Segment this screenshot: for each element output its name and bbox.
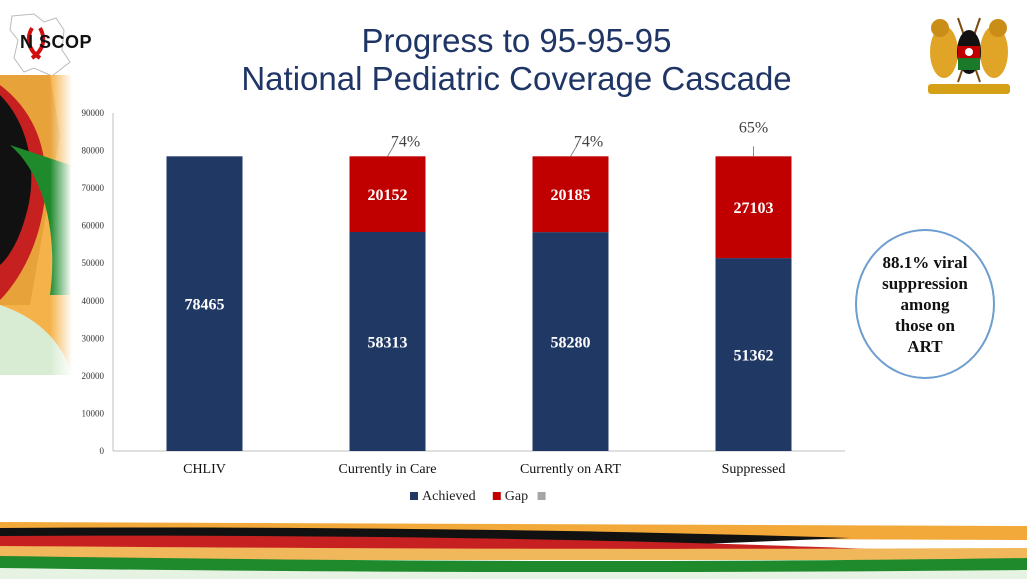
legend-label: Achieved — [422, 489, 476, 504]
viral-suppression-callout: 88.1% viral suppression among those on A… — [855, 229, 995, 379]
callout-line-2: suppression — [882, 273, 968, 293]
bar-achieved — [715, 258, 792, 451]
logo-text: N SCOP — [20, 32, 93, 52]
percent-annotation: 65% — [739, 119, 768, 136]
bar-gap — [715, 156, 792, 259]
bar-gap — [532, 156, 609, 233]
page-title: Progress to 95-95-95 National Pediatric … — [200, 22, 833, 98]
y-tick-label: 0 — [100, 446, 105, 456]
title-line-2: National Pediatric Coverage Cascade — [241, 60, 792, 97]
y-tick-label: 60000 — [82, 221, 105, 231]
x-tick-label: CHLIV — [183, 462, 226, 477]
y-tick-label: 40000 — [82, 296, 105, 306]
percent-annotation: 74% — [574, 133, 603, 150]
data-label-achieved: 58280 — [551, 335, 591, 352]
bar-achieved — [349, 232, 426, 451]
callout-line-4: those on — [895, 315, 955, 335]
data-label-gap: 27103 — [734, 200, 774, 217]
annotation-leader — [387, 146, 394, 157]
title-line-1: Progress to 95-95-95 — [361, 22, 672, 59]
y-tick-label: 70000 — [82, 183, 105, 193]
data-label-achieved: 51362 — [734, 348, 774, 365]
chart-bars — [166, 156, 792, 452]
legend-label: Gap — [505, 489, 528, 504]
ribbon-icon — [26, 26, 46, 60]
nascop-logo: N SCOP — [4, 10, 114, 80]
callout-line-3: among — [900, 294, 950, 314]
y-tick-label: 30000 — [82, 333, 105, 343]
x-tick-label: Currently on ART — [520, 462, 621, 477]
y-tick-label: 10000 — [82, 408, 105, 418]
bar-achieved — [166, 156, 243, 452]
x-tick-label: Suppressed — [722, 462, 786, 477]
data-label-achieved: 58313 — [368, 335, 408, 352]
annotation-leader — [570, 146, 577, 157]
left-flag-decoration — [0, 75, 72, 375]
data-label-gap: 20185 — [551, 187, 591, 204]
coat-of-arms-icon — [928, 17, 1010, 94]
chart-legend: Achieved Gap — [410, 489, 546, 504]
y-tick-label: 20000 — [82, 371, 105, 381]
callout-line-1: 88.1% viral — [882, 252, 968, 272]
y-tick-label: 50000 — [82, 258, 105, 268]
bar-achieved — [532, 232, 609, 451]
percent-annotation: 74% — [391, 133, 420, 150]
legend-swatch — [537, 492, 546, 500]
callout-line-5: ART — [907, 336, 943, 356]
data-label-gap: 20152 — [368, 187, 408, 204]
y-tick-label: 80000 — [82, 146, 105, 156]
y-tick-label: 90000 — [82, 108, 105, 118]
x-tick-label: Currently in Care — [339, 462, 437, 477]
legend-swatch — [492, 492, 501, 500]
legend-swatch — [410, 492, 418, 500]
bar-gap — [349, 156, 426, 233]
data-label-achieved: 78465 — [185, 297, 225, 314]
bottom-flag-decoration — [0, 518, 1027, 579]
chart-labels: 78465 CHLIV 58313 20152 74% Currently in Care… — [183, 119, 785, 477]
kenya-map-outline-icon — [9, 13, 71, 77]
